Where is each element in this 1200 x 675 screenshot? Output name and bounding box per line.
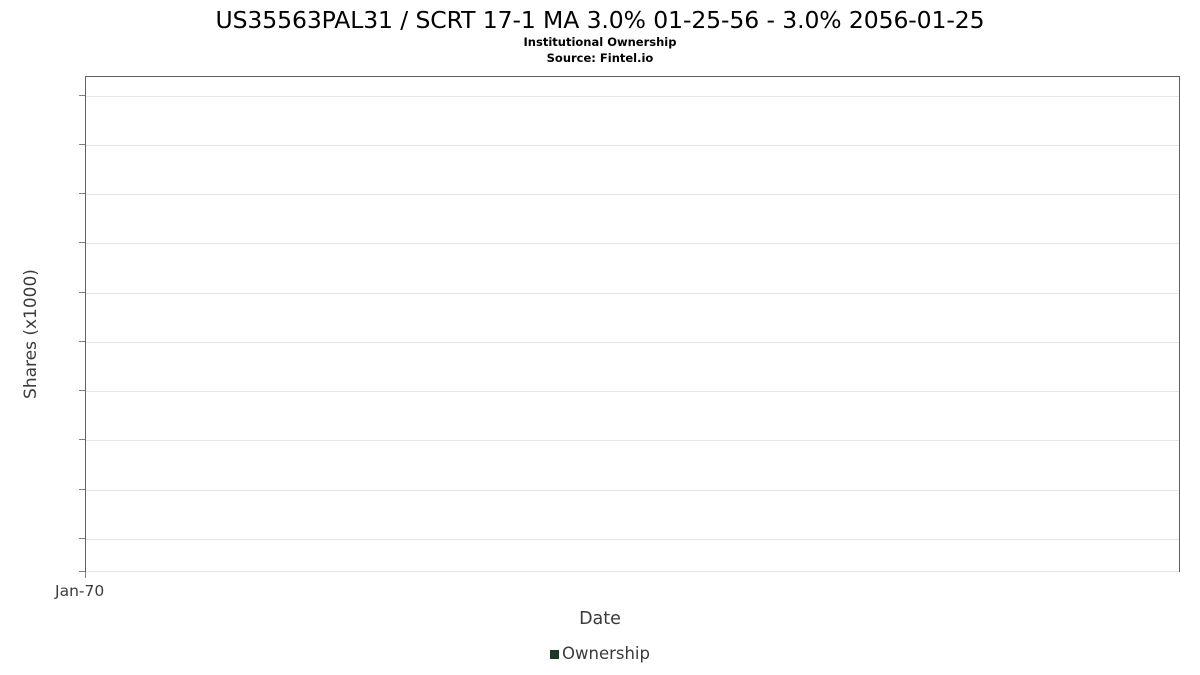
y-tick-mark: [79, 193, 85, 194]
chart-subtitle: Institutional Ownership: [523, 35, 677, 49]
y-tick-mark: [79, 538, 85, 539]
chart-source-attribution: Source: Fintel.io: [546, 51, 654, 65]
legend-label: Ownership: [562, 644, 650, 663]
gridline: [86, 571, 1179, 572]
chart-legend: Ownership: [0, 644, 1200, 663]
legend-square-marker-icon: [550, 649, 559, 659]
gridline: [86, 539, 1179, 540]
x-tick-mark: [85, 572, 86, 578]
x-tick-label: Jan-70: [55, 582, 105, 600]
y-tick-mark: [79, 489, 85, 490]
gridline: [86, 293, 1179, 294]
gridline: [86, 342, 1179, 343]
y-tick-mark: [79, 390, 85, 391]
y-tick-mark: [79, 95, 85, 96]
y-tick-mark: [79, 144, 85, 145]
y-tick-mark: [79, 571, 85, 572]
y-tick-mark: [79, 242, 85, 243]
chart-title: US35563PAL31 / SCRT 17-1 MA 3.0% 01-25-5…: [215, 6, 985, 34]
gridline: [86, 145, 1179, 146]
gridline: [86, 391, 1179, 392]
gridline: [86, 490, 1179, 491]
gridline: [86, 194, 1179, 195]
y-axis: 1.0 0.9 0.8 0.7 0.6 0.5 0.4 0.3 0.2 0.1 …: [0, 0, 85, 675]
gridline: [86, 440, 1179, 441]
y-tick-mark: [79, 341, 85, 342]
gridline: [86, 96, 1179, 97]
plot-area: [85, 76, 1180, 572]
gridline: [86, 243, 1179, 244]
x-axis-title: Date: [579, 609, 621, 629]
y-tick-mark: [79, 292, 85, 293]
legend-entry-ownership[interactable]: Ownership: [550, 644, 650, 663]
y-axis-title: Shares (x1000): [21, 269, 41, 399]
y-tick-mark: [79, 439, 85, 440]
